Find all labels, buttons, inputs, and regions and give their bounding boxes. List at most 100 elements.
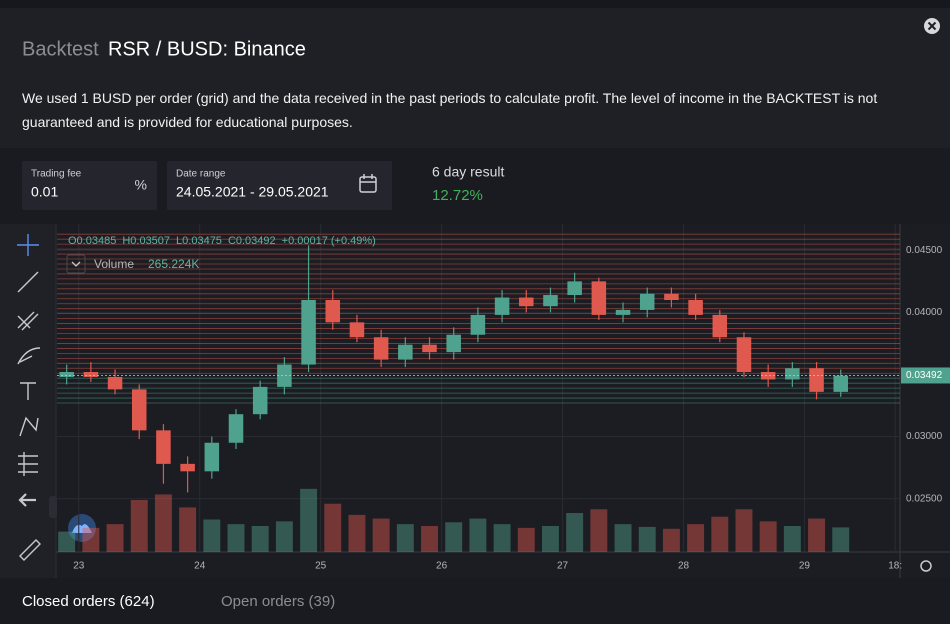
y-tick-label: 0.03000: [906, 431, 943, 442]
y-tick-label: 0.02500: [906, 493, 943, 504]
volume-bar: [227, 524, 245, 552]
candle-body: [301, 300, 316, 365]
candle-body: [373, 337, 389, 360]
volume-bar: [179, 507, 197, 552]
candle-body: [349, 322, 365, 338]
candle-body: [277, 364, 292, 387]
candle-body: [760, 372, 776, 380]
date-field[interactable]: [167, 161, 392, 210]
header-label: Backtest: [22, 38, 99, 60]
close-button[interactable]: [924, 18, 940, 34]
candle-body: [470, 314, 486, 335]
volume-bar: [348, 514, 366, 552]
fee-label: Trading fee: [31, 169, 82, 180]
description: We used 1 BUSD per order (grid) and the …: [22, 90, 878, 130]
ohlc-legend: L0.03475: [176, 235, 222, 247]
ohlc-legend: H0.03507: [122, 235, 170, 247]
ohlc-legend: O0.03485: [68, 235, 116, 247]
candle-body: [180, 463, 195, 472]
result-value: 12.72%: [432, 187, 483, 204]
y-tick-label: 0.04500: [906, 245, 943, 256]
volume-bar: [469, 518, 487, 552]
legend-toggle-icon: [71, 261, 81, 267]
volume-bar: [662, 528, 680, 552]
volume-label: Volume: [94, 257, 134, 271]
candle-body: [688, 300, 703, 315]
x-tick-label: 24: [194, 561, 206, 572]
date-label: Date range: [176, 169, 226, 180]
volume-bar: [808, 518, 826, 552]
volume-bar: [590, 509, 608, 552]
volume-bar: [783, 526, 801, 552]
volume-bar: [275, 521, 293, 552]
candle-body: [131, 389, 147, 431]
volume-bar: [130, 500, 148, 552]
candle-body: [252, 386, 268, 415]
header-title: RSR / BUSD: Binance: [108, 38, 306, 60]
result-label: 6 day result: [432, 164, 504, 180]
collapse-toolbar[interactable]: [49, 496, 57, 518]
settings-band: [0, 148, 950, 224]
volume-bar: [517, 527, 535, 552]
y-tick-label: 0.04000: [906, 307, 943, 318]
candle-body: [591, 281, 607, 315]
volume-value: 265.224K: [148, 257, 199, 271]
candle-body: [712, 314, 728, 338]
candle-body: [736, 337, 752, 372]
candle-body: [59, 372, 74, 377]
fee-field[interactable]: [22, 161, 157, 210]
chart-panel: [0, 224, 950, 578]
tab-closed[interactable]: Closed orders (624): [22, 593, 155, 610]
brand-badge: [68, 514, 96, 542]
volume-bar: [638, 526, 656, 552]
top-strip: [0, 0, 950, 8]
volume-bar: [421, 526, 438, 552]
x-tick-label: 25: [315, 561, 327, 572]
volume-bar: [82, 527, 100, 552]
candle-body: [543, 295, 558, 307]
volume-bar: [759, 521, 777, 552]
candle-body: [494, 297, 510, 315]
volume-bar: [711, 516, 729, 552]
volume-bar: [58, 531, 76, 552]
volume-bar: [203, 519, 221, 552]
candle-body: [83, 372, 99, 377]
volume-bar: [614, 524, 632, 552]
tabs-bar: [0, 578, 950, 624]
candle-body: [567, 281, 582, 296]
candle-body: [228, 414, 244, 443]
volume-bar: [687, 524, 705, 552]
volume-bar: [300, 488, 318, 552]
x-tick-label: 28: [678, 561, 690, 572]
toolbar-icons[interactable]: [17, 234, 41, 561]
candle-body: [446, 334, 461, 353]
volume-bar: [251, 526, 269, 552]
tab-open[interactable]: Open orders (39): [221, 593, 335, 610]
x-tick-label: 27: [557, 561, 569, 572]
settings-gear[interactable]: [920, 560, 932, 572]
volume-bar: [154, 494, 172, 552]
candle-body: [204, 442, 220, 472]
candle-body: [785, 368, 800, 380]
legend-toggle: [66, 254, 86, 274]
volume-bar: [372, 518, 390, 552]
fee-value: 0.01: [31, 184, 58, 200]
candle-body: [398, 344, 413, 360]
candle-body: [422, 344, 437, 353]
volume-bar: [832, 527, 850, 552]
candle-body: [833, 375, 848, 392]
fee-unit: %: [135, 177, 147, 193]
candle-body: [639, 293, 655, 310]
candle-body: [156, 430, 171, 464]
ohlc-legend: +0.00017 (+0.49%): [282, 235, 376, 247]
calendar-icon[interactable]: [359, 174, 377, 193]
volume-bar: [541, 526, 559, 552]
x-tick-label: 23: [73, 561, 85, 572]
x-tick-label: 29: [799, 561, 811, 572]
candle-body: [809, 368, 824, 392]
candle-body: [664, 293, 679, 300]
x-tick-label: 26: [436, 561, 448, 572]
last-price-label: 0.03492: [906, 370, 943, 381]
